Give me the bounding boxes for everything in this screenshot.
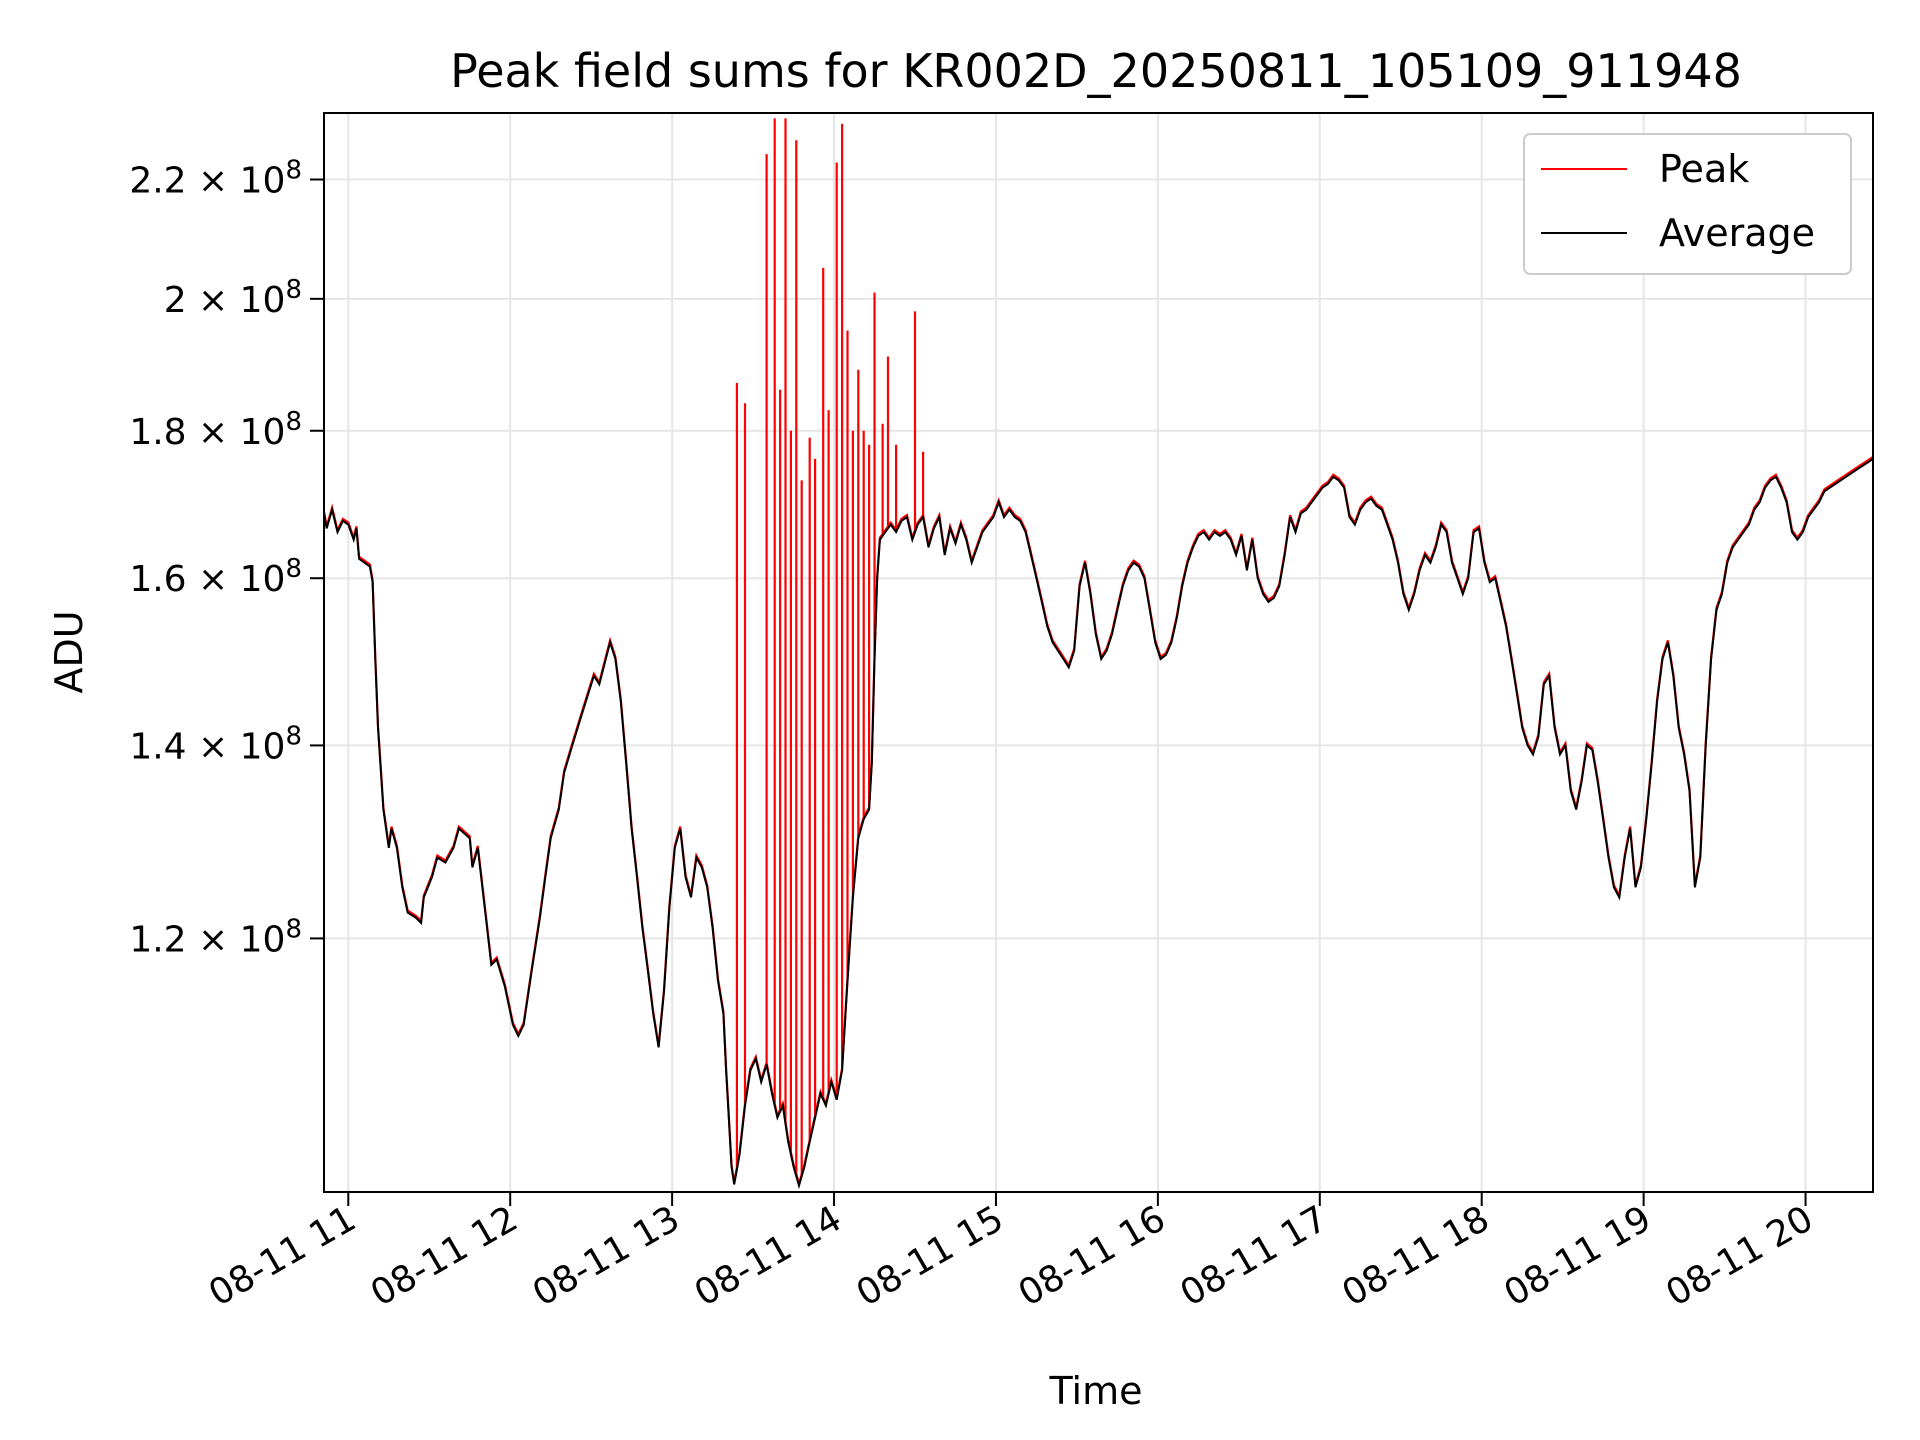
x-tick-label: 08-11 19: [1497, 1198, 1658, 1314]
x-tick-label: 08-11 17: [1174, 1198, 1335, 1314]
x-axis-label: Time: [1049, 1369, 1143, 1413]
plot-area: [324, 118, 1873, 1190]
x-tick-label: 08-11 14: [688, 1198, 849, 1314]
y-axis-label: ADU: [47, 610, 91, 693]
x-tick-label: 08-11 20: [1659, 1198, 1820, 1314]
y-tick-label: 1.4 × 108: [129, 721, 302, 767]
y-tick-label: 1.6 × 108: [129, 554, 302, 600]
series-line-average: [324, 458, 1873, 1190]
x-tick-label: 08-11 11: [202, 1198, 363, 1314]
series-line-peak: [324, 118, 1873, 1188]
y-tick-label: 2 × 108: [164, 275, 302, 321]
y-tick-label: 2.2 × 108: [129, 155, 302, 201]
y-tick-label: 1.8 × 108: [129, 407, 302, 453]
y-tick-label: 1.2 × 108: [129, 914, 302, 960]
x-tick-label: 08-11 18: [1336, 1198, 1497, 1314]
legend: Peak Average: [1523, 133, 1852, 275]
x-tick-label: 08-11 12: [364, 1198, 525, 1314]
plot-frame: [323, 112, 1874, 1193]
x-tick-label: 08-11 15: [850, 1198, 1011, 1314]
x-tick-label: 08-11 16: [1012, 1198, 1173, 1314]
y-axis-ticks: 1.2 × 108 1.4 × 108 1.6 × 108 1.8 × 108 2 × …: [129, 155, 324, 960]
x-axis-ticks: 08-11 11 08-11 12 08-11 13 08-11 14 08-11 15…: [202, 1192, 1820, 1315]
legend-label-peak: Peak: [1659, 147, 1749, 191]
legend-label-average: Average: [1659, 211, 1815, 255]
chart-title: Peak field sums for KR002D_20250811_1051…: [450, 44, 1742, 98]
x-tick-label: 08-11 13: [526, 1198, 687, 1314]
